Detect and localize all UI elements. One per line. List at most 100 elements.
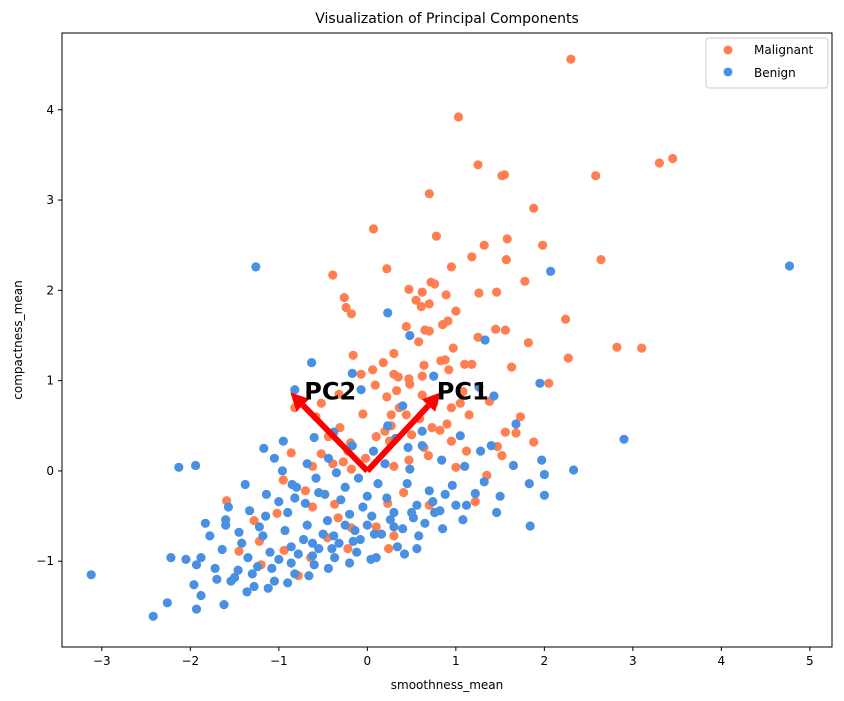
data-point bbox=[417, 287, 427, 297]
data-point bbox=[424, 326, 434, 336]
data-point bbox=[345, 558, 355, 568]
data-point bbox=[414, 531, 424, 541]
data-point bbox=[458, 515, 468, 525]
data-point bbox=[407, 430, 417, 440]
data-point bbox=[339, 293, 349, 303]
legend-label-malignant: Malignant bbox=[754, 43, 814, 57]
data-point bbox=[366, 554, 376, 565]
data-point bbox=[596, 255, 606, 265]
data-point bbox=[247, 569, 257, 579]
data-point bbox=[328, 270, 338, 280]
data-point bbox=[334, 538, 344, 548]
data-point bbox=[327, 544, 337, 554]
data-point bbox=[502, 234, 512, 244]
data-point bbox=[340, 520, 350, 530]
data-point bbox=[347, 368, 357, 378]
data-point bbox=[446, 262, 456, 272]
data-point bbox=[174, 462, 184, 472]
data-point bbox=[566, 54, 576, 64]
data-point bbox=[279, 545, 289, 556]
data-point bbox=[350, 525, 360, 536]
data-point bbox=[249, 581, 259, 592]
data-point bbox=[497, 171, 507, 181]
data-point bbox=[497, 451, 507, 461]
data-point bbox=[343, 544, 353, 554]
data-point bbox=[419, 360, 429, 370]
data-point bbox=[435, 425, 445, 435]
data-point bbox=[307, 358, 317, 368]
y-tick-label: 4 bbox=[46, 103, 54, 117]
data-point bbox=[511, 419, 521, 429]
data-point bbox=[280, 525, 290, 536]
data-point bbox=[361, 453, 371, 463]
data-point bbox=[378, 358, 388, 368]
data-point bbox=[86, 570, 96, 580]
data-point bbox=[253, 562, 263, 572]
x-tick-label: 5 bbox=[806, 654, 814, 668]
data-point bbox=[412, 500, 422, 510]
data-point bbox=[166, 553, 176, 563]
data-point bbox=[473, 332, 483, 342]
data-point bbox=[500, 427, 510, 437]
data-point bbox=[529, 437, 539, 447]
data-point bbox=[451, 306, 461, 316]
data-point bbox=[181, 554, 191, 565]
data-point bbox=[405, 379, 415, 389]
data-point bbox=[451, 500, 461, 510]
data-point bbox=[259, 443, 269, 453]
points-layer bbox=[86, 54, 795, 621]
legend-marker-benign bbox=[723, 67, 733, 77]
data-point bbox=[569, 465, 579, 475]
data-point bbox=[448, 343, 458, 353]
data-point bbox=[191, 460, 201, 471]
data-point bbox=[398, 524, 408, 534]
data-point bbox=[384, 544, 394, 554]
data-point bbox=[424, 189, 434, 199]
data-point bbox=[492, 507, 502, 518]
data-point bbox=[348, 536, 358, 547]
data-point bbox=[234, 527, 244, 537]
data-point bbox=[290, 385, 300, 395]
data-point bbox=[226, 576, 236, 586]
data-point bbox=[544, 378, 554, 388]
x-tick-label: −3 bbox=[93, 654, 111, 668]
arrow-head bbox=[421, 392, 441, 412]
data-point bbox=[191, 604, 202, 614]
data-point bbox=[437, 455, 447, 465]
data-point bbox=[263, 583, 273, 593]
data-point bbox=[423, 451, 433, 461]
data-point bbox=[318, 529, 328, 539]
data-point bbox=[389, 531, 399, 541]
data-point bbox=[427, 423, 437, 433]
plot-area-frame bbox=[61, 32, 833, 648]
y-tick-label: 3 bbox=[46, 193, 54, 207]
data-point bbox=[265, 547, 275, 557]
data-point bbox=[376, 529, 387, 539]
data-point bbox=[356, 369, 366, 379]
data-point bbox=[424, 486, 434, 496]
data-point bbox=[331, 468, 341, 478]
data-point bbox=[322, 516, 333, 526]
data-point bbox=[293, 549, 303, 559]
data-point bbox=[411, 295, 421, 305]
data-point bbox=[470, 497, 480, 507]
data-point bbox=[386, 410, 396, 420]
legend-label-benign: Benign bbox=[754, 66, 796, 80]
data-point bbox=[210, 563, 220, 574]
data-point bbox=[274, 554, 284, 565]
data-point bbox=[431, 231, 441, 241]
data-point bbox=[302, 520, 312, 530]
data-point bbox=[428, 497, 438, 507]
data-point bbox=[356, 385, 366, 395]
data-point bbox=[286, 448, 296, 458]
data-point bbox=[237, 538, 247, 548]
data-point bbox=[520, 276, 530, 286]
data-point bbox=[479, 240, 489, 250]
x-tick-label: 2 bbox=[541, 654, 549, 668]
data-point bbox=[392, 542, 402, 552]
data-point bbox=[612, 342, 622, 352]
data-point bbox=[316, 398, 326, 408]
y-tick-label: 2 bbox=[46, 283, 54, 297]
data-point bbox=[464, 410, 474, 420]
